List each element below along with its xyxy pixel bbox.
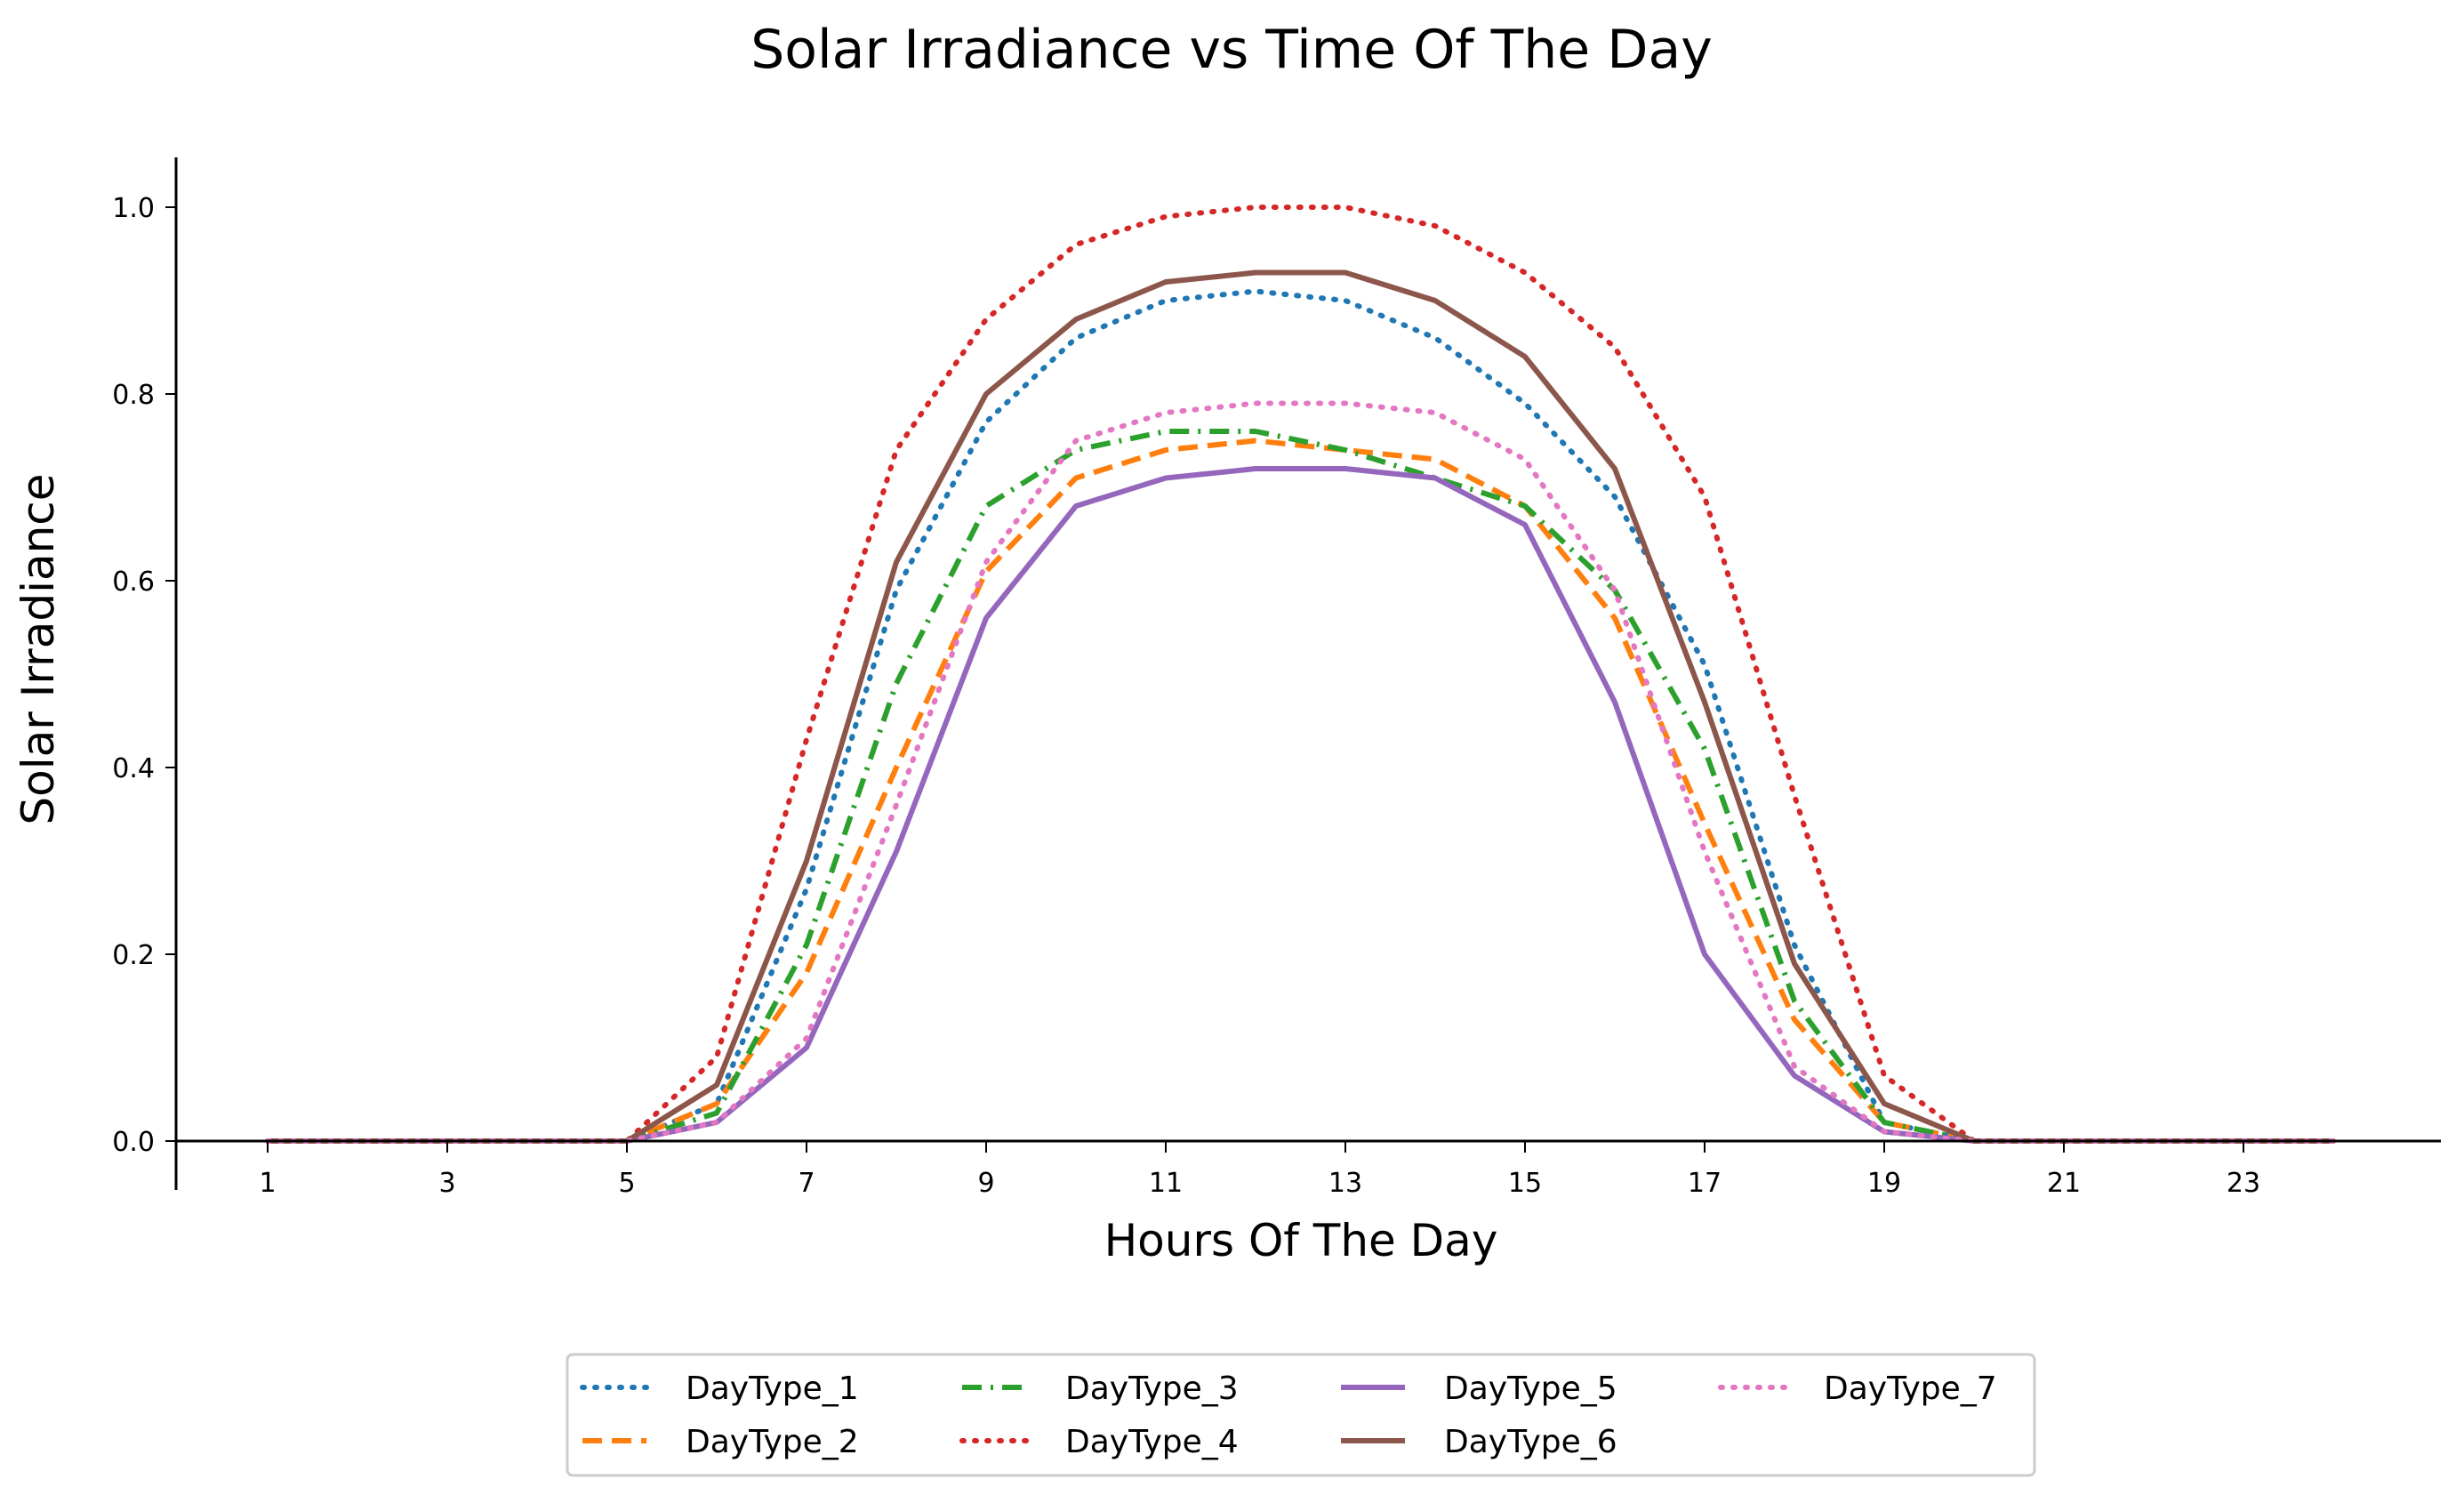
series-line (265, 400, 2336, 1144)
legend-label: DayType_7 (1824, 1370, 1997, 1407)
x-tick-label: 23 (2227, 1168, 2260, 1199)
legend-item: DayType_5 (1341, 1370, 1617, 1407)
legend-label: DayType_3 (1065, 1370, 1239, 1407)
series-line (268, 466, 2333, 1144)
x-ticks: 1 3 5 7 9 11 13 15 17 19 21 23 (259, 1141, 2260, 1199)
y-tick-label: 0.4 (112, 753, 155, 784)
legend-item: DayType_4 (959, 1424, 1239, 1460)
x-tick-label: 21 (2047, 1168, 2081, 1199)
series-daytype-7 (265, 400, 2336, 1144)
series-daytype-2 (267, 438, 2334, 1144)
series-layer (265, 205, 2336, 1144)
legend-item: DayType_3 (962, 1370, 1239, 1407)
legend-item: DayType_6 (1341, 1424, 1617, 1460)
x-tick-label: 7 (798, 1168, 815, 1199)
series-line (265, 288, 2336, 1144)
x-tick-label: 1 (259, 1168, 276, 1199)
series-line (268, 438, 2333, 1144)
legend-label: DayType_6 (1444, 1424, 1617, 1460)
series-daytype-6 (267, 269, 2334, 1144)
legend-frame (566, 1353, 2036, 1477)
x-tick-label: 13 (1328, 1168, 1362, 1199)
y-tick-label: 0.6 (112, 567, 155, 598)
y-tick-label: 1.0 (112, 193, 155, 224)
y-ticks: 0.0 0.2 0.4 0.6 0.8 1.0 (112, 193, 176, 1158)
series-daytype-5 (267, 466, 2334, 1144)
x-tick-label: 3 (438, 1168, 455, 1199)
legend-label: DayType_1 (686, 1370, 859, 1407)
x-tick-label: 5 (618, 1168, 635, 1199)
series-line (268, 269, 2333, 1144)
x-tick-label: 9 (977, 1168, 994, 1199)
legend-label: DayType_2 (686, 1424, 859, 1460)
legend-item: DayType_2 (582, 1424, 859, 1460)
series-daytype-3 (267, 429, 2334, 1144)
plot-area: 1 3 5 7 9 11 13 15 17 19 21 23 0.00.20.40.60.81.0 (112, 157, 2441, 1199)
legend: DayType_1 DayType_2 DayType_3 DayType_4 DayT… (566, 1353, 2036, 1477)
chart-title: Solar Irradiance vs Time Of The Day (750, 19, 1713, 81)
legend-item: DayType_1 (580, 1370, 859, 1407)
series-daytype-1 (265, 288, 2336, 1144)
series-line (268, 429, 2333, 1144)
legend-items: DayType_1 DayType_2 DayType_3 DayType_4 DayT… (580, 1370, 1997, 1460)
y-axis-title: Solar Irradiance (12, 473, 64, 824)
legend-item: DayType_7 (1718, 1370, 1997, 1407)
x-tick-label: 17 (1688, 1168, 1722, 1199)
x-tick-label: 19 (1867, 1168, 1901, 1199)
y-tick-label: 0.0 (112, 1127, 155, 1158)
x-tick-label: 15 (1508, 1168, 1542, 1199)
x-axis-title: Hours Of The Day (1104, 1215, 1498, 1266)
y-tick-label: 0.2 (112, 940, 155, 971)
series-line (265, 205, 2336, 1144)
legend-label: DayType_4 (1065, 1424, 1239, 1460)
x-tick-label: 11 (1149, 1168, 1183, 1199)
legend-label: DayType_5 (1444, 1370, 1617, 1407)
series-daytype-4 (265, 205, 2336, 1144)
y-tick-label: 0.8 (112, 380, 155, 411)
